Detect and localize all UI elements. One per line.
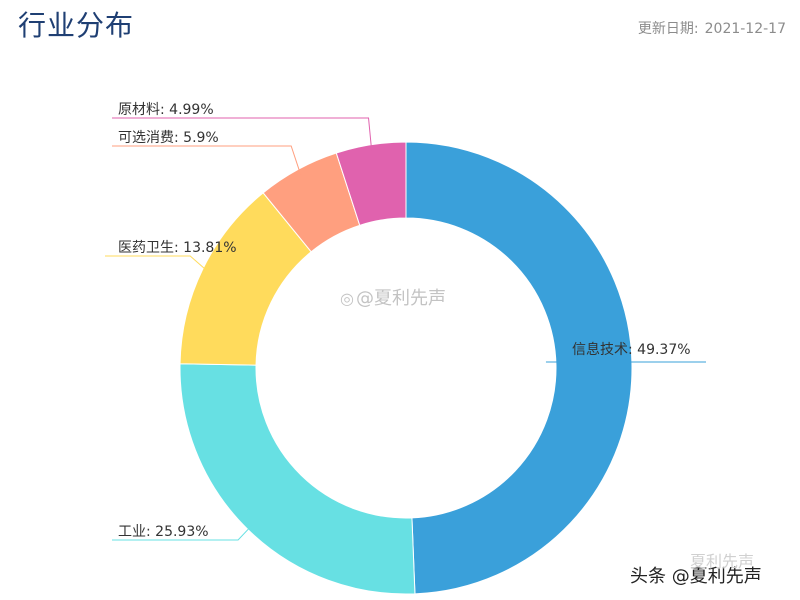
slice-2 (179, 363, 416, 595)
leader-line-4 (112, 145, 302, 175)
leader-line-2 (112, 524, 253, 541)
update-label: 更新日期: (637, 21, 699, 37)
slice-label-4: 可选消费: 5.9% (118, 130, 219, 146)
leader-line-5 (112, 117, 373, 151)
center-watermark: ◎ @夏利先声 (340, 284, 446, 310)
slice-label-2: 工业: 25.93% (118, 524, 209, 540)
leader-line-3 (105, 255, 209, 273)
slice-1 (405, 141, 633, 595)
donut-slices (179, 141, 633, 595)
corner-watermark: 夏利先声 头条 @夏利先声 (630, 552, 762, 588)
slice-labels: 信息技术: 49.37% 工业: 25.93% 医药卫生: 13.81% 可选消费: … (118, 102, 691, 540)
center-watermark-text: @夏利先声 (355, 288, 446, 309)
weibo-icon: ◎ (340, 289, 354, 308)
slice-label-1: 信息技术: 49.37% (572, 341, 691, 358)
corner-watermark-text: 头条 @夏利先声 (630, 566, 762, 587)
label-leaders (105, 117, 706, 541)
slice-label-5: 原材料: 4.99% (118, 102, 214, 118)
slice-label-3: 医药卫生: 13.81% (118, 240, 237, 256)
update-date-value: 2021-12-17 (704, 21, 786, 37)
corner-watermark-ghost: 夏利先声 (690, 552, 755, 571)
page-title: 行业分布 (18, 9, 135, 42)
update-date: 更新日期: 2021-12-17 (638, 18, 786, 38)
slice-5 (335, 141, 407, 226)
